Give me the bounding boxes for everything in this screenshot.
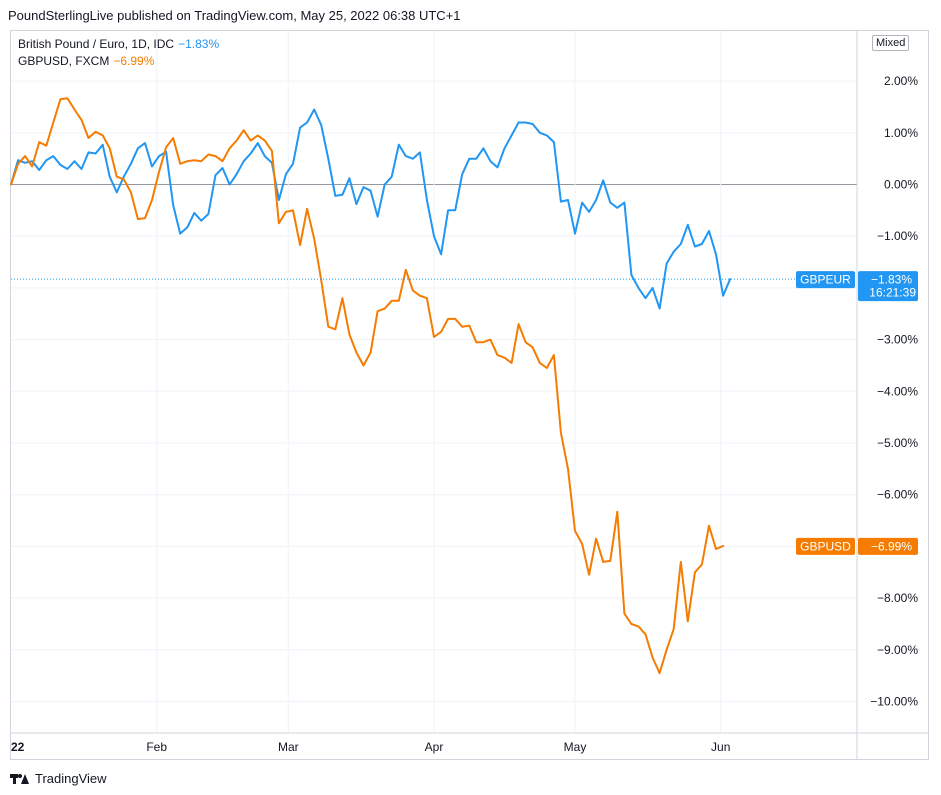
y-tick-label: −3.00% xyxy=(877,333,918,347)
legend-gbpeur-name: British Pound / Euro, 1D, IDC xyxy=(18,37,175,51)
series-line-gbpusd[interactable] xyxy=(10,97,725,675)
series-line-gbpeur[interactable] xyxy=(10,108,732,310)
tradingview-brand-text: TradingView xyxy=(35,771,107,786)
publisher-note: PoundSterlingLive published on TradingVi… xyxy=(8,8,461,23)
y-tick-label: −10.00% xyxy=(870,695,918,709)
legend-gbpeur-value: −1.83% xyxy=(178,37,220,51)
tag-gbpusd-value: −6.99% xyxy=(871,539,912,553)
x-tick-label: Mar xyxy=(278,740,299,754)
legend-gbpusd-value: −6.99% xyxy=(113,54,155,68)
tag-gbpusd-value-box xyxy=(858,537,918,555)
y-tick-label: −6.00% xyxy=(877,488,918,502)
legend-row-gbpeur[interactable]: British Pound / Euro, 1D, IDC −1.83% xyxy=(18,36,219,53)
chart-legend: British Pound / Euro, 1D, IDC −1.83% GBPU… xyxy=(18,36,219,70)
tradingview-logo-icon xyxy=(10,772,30,785)
y-tick-label: −9.00% xyxy=(877,643,918,657)
x-tick-label: 22 xyxy=(11,740,25,754)
y-tick-label: 2.00% xyxy=(884,74,918,88)
tag-gbpusd-name-box xyxy=(796,537,855,555)
x-tick-label: Jun xyxy=(711,740,730,754)
tag-gbpeur-value: −1.83% xyxy=(871,273,912,287)
x-tick-label: May xyxy=(564,740,587,754)
y-tick-label: −8.00% xyxy=(877,591,918,605)
y-tick-label: 0.00% xyxy=(884,178,918,192)
tag-gbpeur-value-box xyxy=(858,271,918,302)
tradingview-logo[interactable]: TradingView xyxy=(10,771,107,786)
x-tick-label: Feb xyxy=(146,740,167,754)
y-tick-label: −4.00% xyxy=(877,384,918,398)
tag-gbpeur-name-box xyxy=(796,271,855,289)
legend-gbpusd-name: GBPUSD, FXCM xyxy=(18,54,110,68)
x-tick-label: Apr xyxy=(425,740,444,754)
y-tick-label: −1.00% xyxy=(877,229,918,243)
tag-gbpeur-countdown: 16:21:39 xyxy=(869,286,916,300)
chart-frame xyxy=(10,30,929,760)
legend-row-gbpusd[interactable]: GBPUSD, FXCM −6.99% xyxy=(18,53,219,70)
tag-gbpeur-name: GBPEUR xyxy=(800,273,851,287)
tag-gbpusd-name: GBPUSD xyxy=(800,539,851,553)
scale-mode-badge[interactable]: Mixed xyxy=(872,35,910,51)
y-tick-label: −5.00% xyxy=(877,436,918,450)
y-tick-label: 1.00% xyxy=(884,126,918,140)
